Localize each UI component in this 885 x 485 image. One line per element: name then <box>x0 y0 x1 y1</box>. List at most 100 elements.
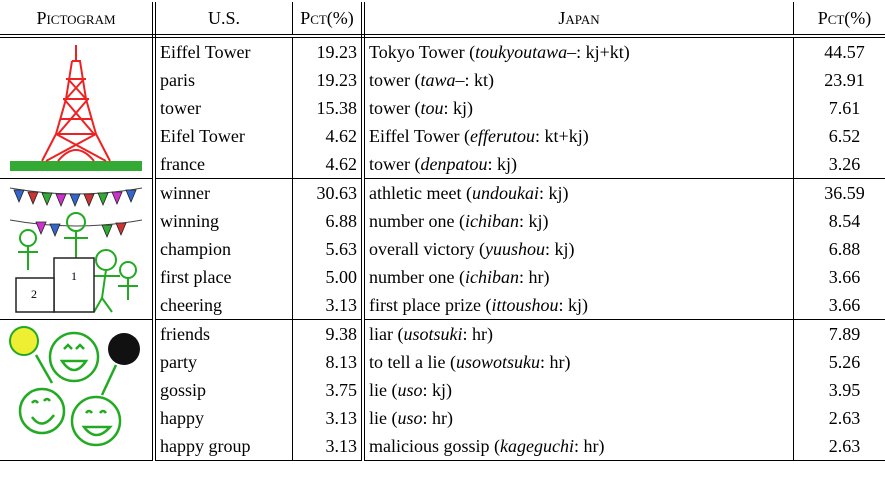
japan-pct: 23.91 <box>794 66 885 94</box>
japan-pct: 3.95 <box>794 376 885 404</box>
term-part: usowotsuku <box>456 352 540 372</box>
us-pct: 8.13 <box>293 348 364 376</box>
header-cell: U.S. <box>154 2 293 36</box>
header-cell: Pictogram <box>0 2 154 36</box>
term-part: lie ( <box>369 408 398 428</box>
term-part: number one ( <box>369 267 465 287</box>
us-pct: 4.62 <box>293 122 364 150</box>
term-part: ichiban <box>465 211 519 231</box>
term-part: liar ( <box>369 324 403 344</box>
japan-pct: 2.63 <box>794 432 885 461</box>
us-pct: 9.38 <box>293 320 364 349</box>
japan-term: number one (ichiban: kj) <box>363 207 794 235</box>
term-part: : kj) <box>487 154 517 174</box>
japan-pct: 3.66 <box>794 263 885 291</box>
us-term: party <box>154 348 293 376</box>
pictogram-winner: 1 2 <box>6 180 146 318</box>
us-term: Eiffel Tower <box>154 36 293 66</box>
us-pct: 5.63 <box>293 235 364 263</box>
term-part: : kj) <box>558 295 588 315</box>
term-part: athletic meet ( <box>369 183 472 203</box>
term-part: : hr) <box>519 267 550 287</box>
term-part: tawa– <box>420 70 464 90</box>
us-pct: 6.88 <box>293 207 364 235</box>
japan-term: Tokyo Tower (toukyoutawa–: kj+kt) <box>363 36 794 66</box>
us-term: first place <box>154 263 293 291</box>
term-part: overall victory ( <box>369 239 485 259</box>
japan-pct: 3.66 <box>794 291 885 320</box>
header-row: Pictogram U.S. Pct(%) Japan Pct(%) <box>0 2 885 36</box>
term-part: undoukai <box>472 183 539 203</box>
us-pct: 19.23 <box>293 66 364 94</box>
term-part: to tell a lie ( <box>369 352 456 372</box>
japan-pct: 2.63 <box>794 404 885 432</box>
us-term: winning <box>154 207 293 235</box>
japan-pct: 7.89 <box>794 320 885 349</box>
term-part: kageguchi <box>500 436 574 456</box>
pictogram-friends <box>6 321 146 459</box>
japan-term: tower (denpatou: kj) <box>363 150 794 179</box>
term-part: uso <box>398 380 423 400</box>
podium-digit: 2 <box>31 287 37 301</box>
term-part: ichiban <box>465 267 519 287</box>
japan-term: overall victory (yuushou: kj) <box>363 235 794 263</box>
term-part: : hr) <box>423 408 454 428</box>
us-pct: 15.38 <box>293 94 364 122</box>
japan-pct: 6.88 <box>794 235 885 263</box>
term-part: ittoushou <box>491 295 558 315</box>
term-part: Eiffel Tower ( <box>369 126 470 146</box>
japan-pct: 7.61 <box>794 94 885 122</box>
term-part: : kj) <box>423 380 453 400</box>
us-term: happy group <box>154 432 293 461</box>
us-term: winner <box>154 179 293 208</box>
japan-term: malicious gossip (kageguchi: hr) <box>363 432 794 461</box>
term-part: : kt) <box>465 70 495 90</box>
japan-term: liar (usotsuki: hr) <box>363 320 794 349</box>
term-part: first place prize ( <box>369 295 491 315</box>
us-term: tower <box>154 94 293 122</box>
term-part: toukyoutawa– <box>475 42 576 62</box>
japan-term: tower (tou: kj) <box>363 94 794 122</box>
japan-term: first place prize (ittoushou: kj) <box>363 291 794 320</box>
term-part: tower ( <box>369 70 420 90</box>
japan-pct: 8.54 <box>794 207 885 235</box>
us-term: cheering <box>154 291 293 320</box>
us-pct: 3.13 <box>293 404 364 432</box>
term-part: : hr) <box>540 352 571 372</box>
us-pct: 19.23 <box>293 36 364 66</box>
us-pct: 3.13 <box>293 291 364 320</box>
us-term: Eifel Tower <box>154 122 293 150</box>
us-term: france <box>154 150 293 179</box>
term-part: : kj+kt) <box>576 42 630 62</box>
japan-term: Eiffel Tower (efferutou: kt+kj) <box>363 122 794 150</box>
pictogram-tower <box>6 39 146 177</box>
results-table: Pictogram U.S. Pct(%) Japan Pct(%) Eiffe… <box>0 2 885 461</box>
header-cell: Japan <box>363 2 794 36</box>
term-part: lie ( <box>369 380 398 400</box>
us-term: friends <box>154 320 293 349</box>
term-part: tou <box>420 98 443 118</box>
us-pct: 3.75 <box>293 376 364 404</box>
japan-pct: 36.59 <box>794 179 885 208</box>
term-part: number one ( <box>369 211 465 231</box>
us-pct: 5.00 <box>293 263 364 291</box>
header-cell: Pct(%) <box>794 2 885 36</box>
term-part: : hr) <box>463 324 494 344</box>
pictogram-cell <box>0 320 154 461</box>
us-pct: 4.62 <box>293 150 364 179</box>
japan-pct: 44.57 <box>794 36 885 66</box>
header-cell: Pct(%) <box>293 2 364 36</box>
term-part: : kj) <box>444 98 474 118</box>
term-part: Tokyo Tower ( <box>369 42 475 62</box>
japan-pct: 3.26 <box>794 150 885 179</box>
japan-term: to tell a lie (usowotsuku: hr) <box>363 348 794 376</box>
japan-term: tower (tawa–: kt) <box>363 66 794 94</box>
term-part: : kj) <box>519 211 549 231</box>
term-part: : kj) <box>545 239 575 259</box>
term-part: : kt+kj) <box>535 126 589 146</box>
japan-term: number one (ichiban: hr) <box>363 263 794 291</box>
us-pct: 30.63 <box>293 179 364 208</box>
